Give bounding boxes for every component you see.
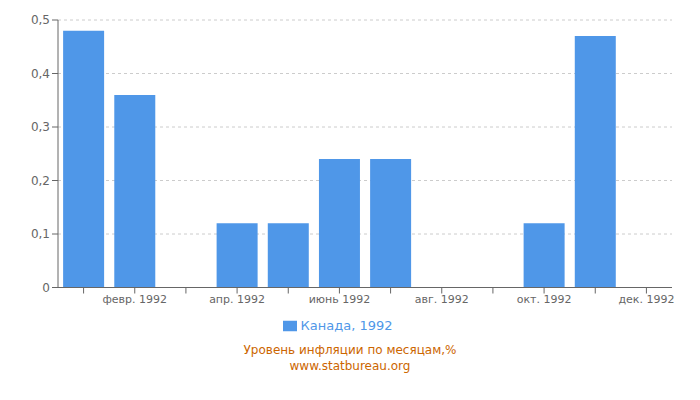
svg-text:окт. 1992: окт. 1992 — [517, 293, 572, 306]
svg-text:0,3: 0,3 — [31, 120, 50, 134]
svg-text:0,5: 0,5 — [31, 13, 50, 27]
svg-text:0,1: 0,1 — [31, 227, 50, 241]
svg-text:февр. 1992: февр. 1992 — [102, 293, 167, 306]
html-text:Канада, 1992: Канада, 1992 — [300, 317, 393, 333]
svg-text:авг. 1992: авг. 1992 — [415, 293, 469, 306]
html-text:Уровень инфляции по месяцам,%: Уровень инфляции по месяцам,% — [243, 343, 457, 357]
svg-text:0,4: 0,4 — [31, 67, 50, 81]
svg-text:0: 0 — [42, 281, 50, 295]
svg-text:дек. 1992: дек. 1992 — [618, 293, 674, 306]
html-text:www.statbureau.org: www.statbureau.org — [289, 359, 411, 373]
svg-text:0,2: 0,2 — [31, 174, 50, 188]
svg-text:апр. 1992: апр. 1992 — [209, 293, 265, 306]
svg-text:июнь 1992: июнь 1992 — [309, 293, 371, 306]
